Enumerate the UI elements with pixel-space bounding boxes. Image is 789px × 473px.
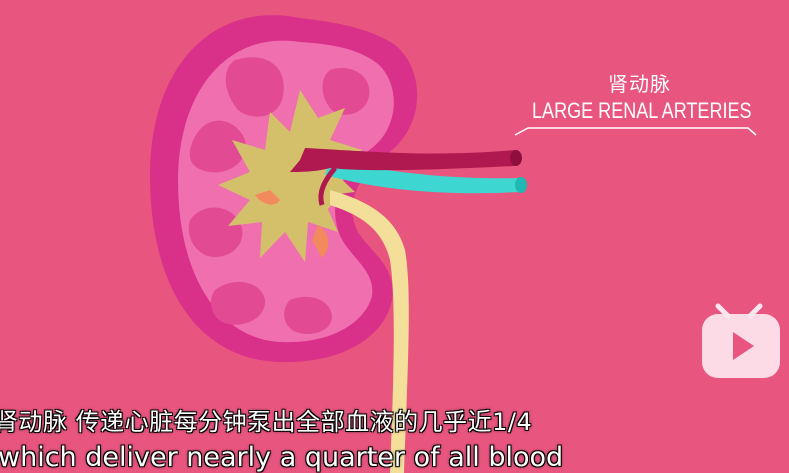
leader-line (514, 127, 757, 136)
annotation-label-zh: 肾动脉 (608, 72, 671, 96)
subtitle-line-en: which deliver nearly a quarter of all bl… (0, 442, 564, 473)
bilibili-tv-play-icon (702, 303, 780, 378)
annotation-label-en: LARGE RENAL ARTERIES (532, 98, 752, 123)
subtitle-line-zh: 肾动脉 传递心脏每分钟泵出全部血液的几乎近1/4 (0, 408, 533, 436)
renal-artery (290, 148, 515, 172)
ureter (330, 190, 409, 473)
